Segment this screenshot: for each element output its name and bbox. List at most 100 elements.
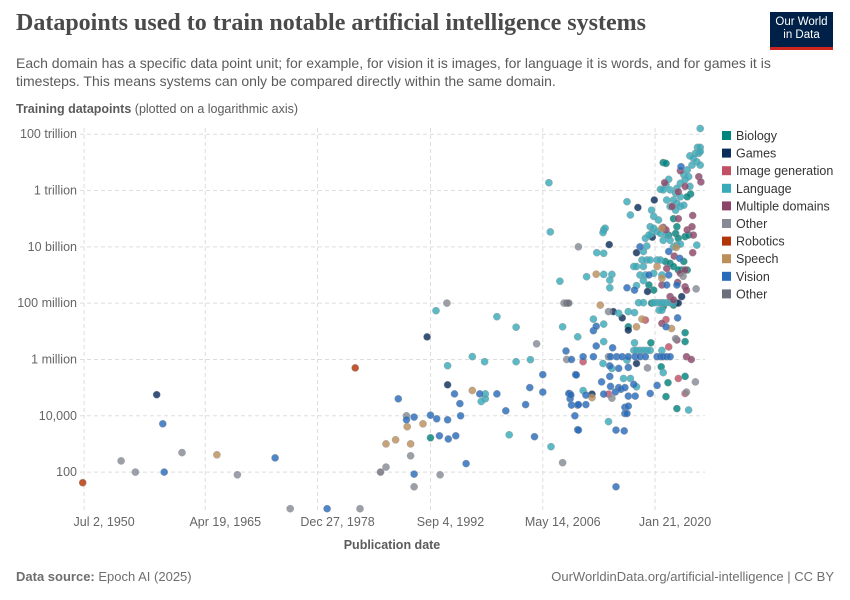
data-point-language[interactable] (646, 346, 655, 355)
data-point-language[interactable] (493, 312, 501, 321)
data-point-vision[interactable] (475, 390, 484, 398)
data-point-image-generation[interactable] (664, 343, 673, 351)
data-point-biology[interactable] (673, 404, 681, 413)
data-point-games[interactable] (423, 333, 431, 341)
data-point-vision[interactable] (571, 411, 579, 420)
legend-item-language[interactable]: Language (722, 182, 792, 196)
data-point-vision[interactable] (662, 281, 671, 289)
data-point-image-generation[interactable] (674, 374, 683, 383)
footer-url[interactable]: OurWorldinData.org/artificial-intelligen… (551, 569, 834, 584)
data-point-language[interactable] (619, 374, 628, 383)
data-point-biology[interactable] (649, 286, 658, 294)
data-point-vision[interactable] (592, 322, 601, 331)
data-point-multiple-domains[interactable] (688, 248, 697, 257)
data-point-vision[interactable] (630, 286, 639, 294)
data-point-language[interactable] (512, 323, 520, 332)
data-point-vision[interactable] (673, 281, 681, 289)
legend-item-speech[interactable]: Speech (722, 252, 778, 266)
data-point-language[interactable] (626, 211, 635, 219)
data-point-language[interactable] (432, 306, 440, 315)
data-point-language[interactable] (606, 283, 614, 292)
data-point-games[interactable] (632, 359, 641, 368)
data-point-speech[interactable] (403, 422, 412, 431)
data-point-language[interactable] (582, 272, 591, 281)
data-point-vision[interactable] (451, 431, 460, 440)
data-point-biology[interactable] (681, 337, 689, 346)
data-point-vision[interactable] (435, 431, 444, 440)
data-point-vision[interactable] (620, 427, 629, 435)
data-point-speech[interactable] (632, 322, 641, 331)
data-point-language[interactable] (639, 262, 648, 271)
data-point-other[interactable] (604, 307, 613, 316)
data-point-other[interactable] (376, 468, 385, 476)
data-point-other[interactable] (406, 451, 415, 460)
data-point-vision[interactable] (623, 283, 631, 292)
data-point-other[interactable] (532, 339, 541, 348)
data-point-other[interactable] (178, 448, 186, 457)
data-point-multiple-domains[interactable] (688, 222, 696, 231)
data-point-vision[interactable] (666, 352, 674, 361)
data-point-language[interactable] (626, 374, 635, 383)
data-point-vision[interactable] (624, 352, 633, 361)
data-point-language[interactable] (593, 248, 601, 257)
data-point-vision[interactable] (579, 352, 587, 361)
legend-item-other[interactable]: Other (722, 287, 767, 301)
data-point-multiple-domains[interactable] (681, 266, 689, 274)
data-point-other[interactable] (671, 334, 680, 343)
data-point-vision[interactable] (612, 426, 620, 434)
data-point-other[interactable] (608, 394, 616, 403)
data-point-vision[interactable] (582, 400, 590, 409)
data-point-speech[interactable] (406, 440, 415, 448)
data-point-other[interactable] (436, 470, 444, 479)
data-point-other[interactable] (574, 242, 583, 251)
data-point-language[interactable] (666, 186, 674, 194)
data-point-vision[interactable] (539, 370, 547, 379)
data-point-language[interactable] (688, 161, 696, 169)
legend-item-other[interactable]: Other (722, 217, 767, 231)
data-point-language[interactable] (512, 357, 520, 366)
data-point-language[interactable] (614, 309, 623, 318)
data-point-vision[interactable] (456, 411, 465, 420)
data-point-robotics[interactable] (351, 364, 360, 372)
data-point-games[interactable] (624, 326, 633, 334)
data-point-vision[interactable] (645, 271, 653, 279)
data-point-vision[interactable] (624, 392, 633, 400)
data-point-speech[interactable] (468, 386, 477, 395)
data-point-other[interactable] (679, 272, 687, 281)
data-point-vision[interactable] (450, 390, 459, 398)
data-point-vision[interactable] (160, 468, 168, 476)
data-point-games[interactable] (643, 287, 652, 296)
data-point-other[interactable] (131, 468, 140, 476)
data-point-vision[interactable] (572, 371, 581, 379)
data-point-other[interactable] (410, 482, 418, 491)
data-point-language[interactable] (545, 178, 553, 187)
data-point-vision[interactable] (624, 402, 633, 410)
data-point-speech[interactable] (382, 440, 390, 448)
data-point-vision[interactable] (410, 413, 418, 421)
data-point-vision[interactable] (443, 415, 452, 424)
legend-item-multiple-domains[interactable]: Multiple domains (722, 199, 830, 213)
data-point-vision[interactable] (402, 415, 411, 424)
data-point-other[interactable] (643, 364, 652, 372)
data-point-games[interactable] (443, 380, 452, 389)
data-point-other[interactable] (558, 458, 567, 467)
data-point-vision[interactable] (567, 391, 575, 399)
data-point-language[interactable] (693, 241, 701, 249)
data-point-vision[interactable] (673, 314, 682, 322)
data-point-multiple-domains[interactable] (662, 264, 671, 273)
data-point-language[interactable] (643, 242, 651, 250)
data-point-vision[interactable] (574, 400, 583, 409)
data-point-multiple-domains[interactable] (674, 214, 683, 223)
data-point-vision[interactable] (271, 454, 279, 462)
data-point-vision[interactable] (526, 383, 534, 392)
data-point-multiple-domains[interactable] (681, 182, 689, 191)
data-point-language[interactable] (684, 406, 693, 414)
data-point-multiple-domains[interactable] (669, 296, 678, 304)
data-point-biology[interactable] (647, 338, 655, 347)
owid-logo[interactable]: Our World in Data (770, 12, 833, 50)
data-point-language[interactable] (659, 186, 668, 194)
data-point-language[interactable] (658, 306, 666, 315)
data-point-vision[interactable] (621, 383, 629, 392)
data-point-multiple-domains[interactable] (689, 231, 698, 239)
data-point-vision[interactable] (612, 482, 620, 491)
